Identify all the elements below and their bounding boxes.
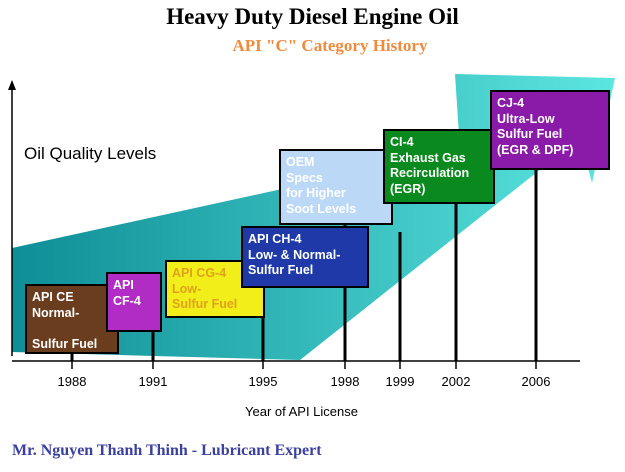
category-box: API CE Normal- Sulfur Fuel (25, 284, 119, 354)
category-box: CJ-4 Ultra-Low Sulfur Fuel (EGR & DPF) (490, 90, 610, 170)
page-subtitle: API "C" Category History (232, 36, 428, 55)
author-credit: Mr. Nguyen Thanh Thinh - Lubricant Exper… (12, 442, 322, 459)
year-label: 1995 (248, 374, 278, 389)
category-box: OEM Specs for Higher Soot Levels (279, 149, 393, 225)
year-label: 2002 (441, 374, 471, 389)
year-label: 1991 (138, 374, 168, 389)
category-box: API CH-4 Low- & Normal- Sulfur Fuel (241, 226, 369, 288)
y-axis-label: Oil Quality Levels (24, 144, 157, 163)
x-axis-label: Year of API License (245, 404, 358, 419)
y-axis-arrowhead (8, 80, 16, 90)
page-title: Heavy Duty Diesel Engine Oil (166, 4, 459, 29)
year-label: 1998 (330, 374, 360, 389)
year-label: 2006 (521, 374, 551, 389)
year-label: 1999 (385, 374, 415, 389)
year-label: 1988 (57, 374, 87, 389)
category-box: API CF-4 (106, 272, 162, 332)
category-box: CI-4 Exhaust Gas Recirculation (EGR) (383, 129, 495, 204)
